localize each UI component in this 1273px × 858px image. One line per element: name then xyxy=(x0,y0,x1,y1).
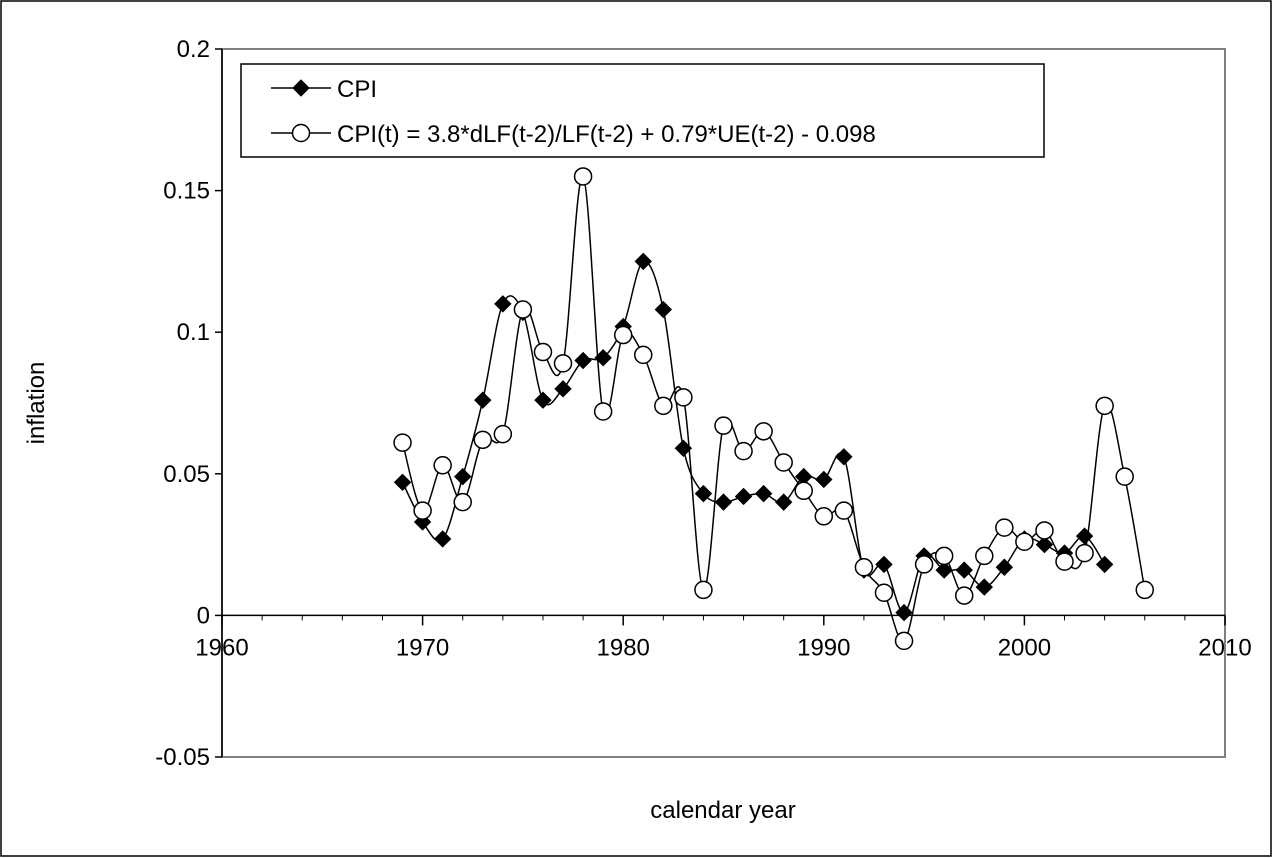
y-tick-label: 0.05 xyxy=(163,461,210,488)
data-point xyxy=(393,433,412,452)
x-tick-label: 1960 xyxy=(195,634,248,661)
data-point xyxy=(553,354,573,373)
data-point xyxy=(1095,555,1114,574)
data-point xyxy=(694,580,713,600)
data-point xyxy=(714,493,733,511)
x-tick-label: 1970 xyxy=(396,634,449,661)
data-point xyxy=(774,453,793,472)
data-point xyxy=(454,467,472,486)
data-point xyxy=(573,167,593,186)
data-point xyxy=(654,396,673,416)
data-point xyxy=(533,342,553,362)
data-point xyxy=(413,501,432,520)
x-tick-label: 1980 xyxy=(597,634,650,661)
data-point xyxy=(433,530,452,548)
legend-box xyxy=(240,63,1045,158)
data-point xyxy=(1055,552,1074,571)
data-point xyxy=(534,391,552,409)
data-point xyxy=(1115,467,1134,486)
data-point xyxy=(634,252,652,271)
data-point xyxy=(995,518,1014,537)
data-point xyxy=(875,555,893,574)
data-point xyxy=(1135,580,1155,600)
data-point xyxy=(554,380,572,398)
data-point xyxy=(613,325,633,345)
y-axis-label: inflation xyxy=(23,362,50,445)
data-point xyxy=(1035,521,1054,540)
data-point xyxy=(634,345,653,365)
data-point xyxy=(674,388,693,407)
x-axis-label: calendar year xyxy=(650,797,795,824)
data-point xyxy=(734,441,753,461)
data-point xyxy=(834,501,854,520)
data-point xyxy=(814,507,834,526)
y-tick-label: 0.2 xyxy=(177,36,210,63)
data-point xyxy=(714,416,733,435)
data-point xyxy=(453,492,472,512)
x-tick-label: 2010 xyxy=(1198,634,1251,661)
data-point xyxy=(895,603,913,622)
data-point xyxy=(794,481,813,501)
data-point xyxy=(975,578,993,596)
data-point xyxy=(593,402,613,421)
y-tick-label: 0.1 xyxy=(177,319,210,346)
data-point xyxy=(835,448,853,466)
data-point xyxy=(975,546,994,566)
data-point xyxy=(474,391,492,409)
data-point xyxy=(914,555,934,574)
x-tick-label: 1990 xyxy=(797,634,850,661)
data-point xyxy=(955,561,973,579)
data-point xyxy=(393,473,412,492)
data-point xyxy=(574,351,592,370)
data-point xyxy=(874,583,894,602)
data-point xyxy=(1035,535,1054,554)
data-point xyxy=(734,487,753,506)
data-point xyxy=(754,422,773,441)
data-point xyxy=(815,470,833,489)
data-point xyxy=(694,484,713,503)
legend-marker xyxy=(291,123,311,143)
y-tick-label: 0.15 xyxy=(163,178,210,205)
data-point xyxy=(433,456,452,475)
data-point xyxy=(954,586,974,605)
data-point xyxy=(894,631,914,651)
data-point xyxy=(513,300,533,319)
y-tick-label: -0.05 xyxy=(155,744,210,771)
data-point xyxy=(1095,396,1114,416)
x-tick-label: 2000 xyxy=(998,634,1051,661)
data-point xyxy=(754,484,773,503)
data-point xyxy=(473,430,493,450)
data-point xyxy=(935,561,953,579)
data-point xyxy=(774,493,793,511)
plot-area xyxy=(221,48,1226,758)
legend-label: CPI(t) = 3.8*dLF(t-2)/LF(t-2) + 0.79*UE(… xyxy=(337,121,876,148)
legend-label: CPI xyxy=(337,76,377,103)
legend-marker xyxy=(292,79,310,97)
y-tick-label: 0 xyxy=(197,602,210,629)
data-point xyxy=(1015,532,1034,552)
data-point xyxy=(1075,543,1094,563)
data-point xyxy=(934,546,954,566)
data-point xyxy=(654,300,673,319)
data-point xyxy=(494,295,512,313)
data-point xyxy=(854,558,874,577)
data-point xyxy=(493,424,513,444)
data-point xyxy=(995,558,1014,576)
